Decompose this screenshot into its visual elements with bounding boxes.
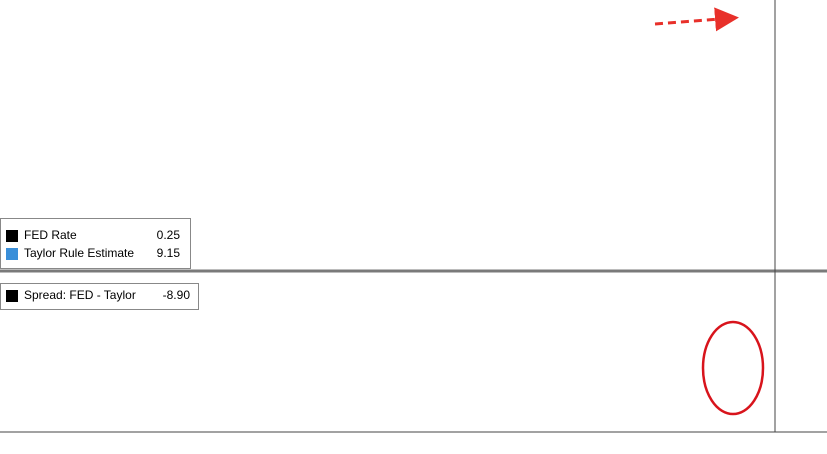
legend-label: Taylor Rule Estimate xyxy=(24,246,134,260)
legend-label: FED Rate xyxy=(24,228,77,242)
legend-swatch xyxy=(6,290,18,302)
legend-value: 0.25 xyxy=(157,228,181,242)
legend-label: Spread: FED - Taylor xyxy=(24,288,136,302)
labels: FED Rate 0.25 Taylor Rule Estimate 9.15 Spre… xyxy=(0,218,199,310)
highlight-ellipse xyxy=(701,320,765,416)
legend-box xyxy=(0,218,191,269)
legend: FED Rate 0.25 Taylor Rule Estimate 9.15 xyxy=(0,218,191,269)
legend: Spread: FED - Taylor -8.90 xyxy=(0,283,199,310)
legend-swatch xyxy=(6,248,18,260)
arrow-annotation xyxy=(654,7,739,32)
legend-value: -8.90 xyxy=(163,288,191,302)
legend-box xyxy=(0,283,199,310)
legend-swatch xyxy=(6,230,18,242)
legend-value: 9.15 xyxy=(157,246,181,260)
